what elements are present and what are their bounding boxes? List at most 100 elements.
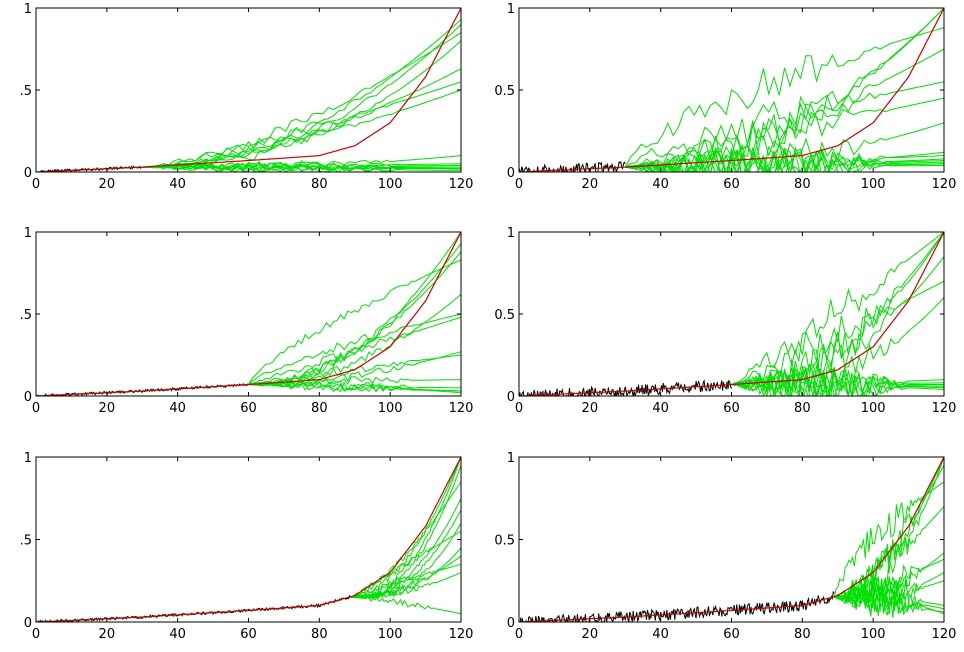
x-tick-label: 0: [32, 627, 40, 642]
forecast-series: [833, 506, 944, 600]
x-tick-label: 20: [582, 177, 599, 192]
forecast-series: [142, 162, 461, 172]
x-tick-label: 20: [99, 177, 116, 192]
y-tick-label: 1: [24, 2, 32, 17]
forecast-series: [248, 380, 461, 394]
forecast-series: [731, 280, 944, 385]
y-tick-label: 1: [24, 226, 32, 241]
panel-bottom-left: 0 20 40 60 80 100 120 0 .5 1: [20, 451, 474, 642]
observed-series: [519, 590, 835, 622]
y-tick-label: 0: [24, 390, 32, 405]
forecast-series: [142, 89, 461, 168]
forecast-series: [351, 572, 461, 600]
x-tick-label: 40: [652, 401, 669, 416]
forecast-series: [625, 148, 944, 172]
y-tick-label: .5: [20, 84, 32, 99]
y-tick-label: 1: [507, 2, 515, 17]
forecast-series: [351, 596, 461, 615]
y-tick-label: 0: [24, 166, 32, 181]
plot-area: [36, 232, 461, 396]
x-tick-label: 80: [311, 627, 328, 642]
y-tick-label: 1: [24, 451, 32, 466]
forecast-series: [248, 313, 461, 385]
forecast-series: [625, 8, 944, 172]
forecast-series: [624, 27, 944, 168]
y-tick-label: 0.5: [494, 308, 515, 323]
y-tick-label: 0: [24, 616, 32, 631]
forecast-series: [142, 32, 461, 168]
x-tick-label: 40: [169, 627, 186, 642]
panel-bottom-right: 0 20 40 60 80 100 120 0 0.5 1: [494, 451, 956, 642]
x-tick-label: 100: [378, 627, 403, 642]
forecast-series: [834, 585, 944, 613]
forecast-series: [351, 498, 461, 599]
x-tick-label: 120: [449, 177, 474, 192]
forecast-series: [731, 366, 944, 396]
x-tick-label: 80: [311, 401, 328, 416]
plot-area: [519, 8, 944, 172]
forecast-series: [625, 81, 944, 168]
x-tick-label: 0: [32, 177, 40, 192]
forecast-series: [351, 465, 461, 599]
y-tick-label: 0: [507, 390, 515, 405]
x-tick-label: 120: [932, 177, 957, 192]
forecast-series: [625, 148, 944, 172]
forecast-series: [248, 316, 461, 385]
x-tick-label: 100: [378, 177, 403, 192]
x-tick-label: 60: [723, 627, 740, 642]
y-tick-label: .5: [20, 534, 32, 549]
panel-middle-right: 0 20 40 60 80 100 120 0 0.5 1: [494, 226, 956, 416]
y-tick-label: 0.5: [494, 534, 515, 549]
forecast-series: [142, 161, 461, 172]
observed-series: [519, 379, 732, 396]
plot-area: [36, 457, 461, 622]
true-curve: [36, 457, 461, 622]
y-tick-label: 1: [507, 451, 515, 466]
forecast-series: [834, 558, 944, 605]
panel-top-right: 0 20 40 60 80 100 120 0 0.5 1: [494, 2, 956, 192]
forecast-series: [248, 251, 461, 386]
x-tick-label: 100: [861, 627, 886, 642]
forecast-series: [142, 164, 461, 172]
panel-middle-left: 0 20 40 60 80 100 120 0 .5 1: [20, 226, 474, 416]
forecast-series: [625, 48, 944, 171]
x-tick-label: 100: [861, 177, 886, 192]
forecast-series: [731, 232, 944, 392]
forecast-series: [142, 68, 461, 168]
forecast-series: [351, 457, 461, 598]
forecast-series: [248, 232, 461, 386]
forecast-series: [248, 259, 461, 385]
x-tick-label: 80: [311, 177, 328, 192]
plot-area: [519, 457, 944, 622]
plot-area: [519, 232, 944, 396]
x-tick-label: 0: [515, 177, 523, 192]
forecast-series: [731, 367, 944, 396]
forecast-series: [833, 481, 944, 598]
x-tick-label: 60: [240, 401, 257, 416]
x-tick-label: 80: [794, 627, 811, 642]
x-tick-label: 60: [240, 177, 257, 192]
observed-series: [36, 594, 352, 622]
x-tick-label: 120: [449, 401, 474, 416]
forecast-series: [731, 232, 944, 385]
axes-box: [35, 456, 462, 623]
x-tick-label: 100: [378, 401, 403, 416]
observed-series: [519, 160, 626, 172]
x-tick-label: 80: [794, 177, 811, 192]
x-tick-label: 40: [652, 177, 669, 192]
forecast-series: [350, 530, 461, 598]
forecast-series: [833, 586, 944, 618]
y-tick-label: 0.5: [494, 84, 515, 99]
x-tick-label: 60: [240, 627, 257, 642]
x-tick-label: 40: [169, 401, 186, 416]
forecast-series: [625, 142, 944, 172]
forecast-series: [731, 365, 944, 396]
forecast-series: [834, 581, 944, 616]
x-tick-label: 20: [582, 627, 599, 642]
y-tick-label: 1: [507, 226, 515, 241]
panel-top-left: 0 20 40 60 80 100 120 0 .5 1: [20, 2, 474, 192]
forecast-series: [248, 243, 461, 386]
x-tick-label: 60: [723, 401, 740, 416]
y-tick-label: 0: [507, 616, 515, 631]
x-tick-label: 120: [932, 627, 957, 642]
